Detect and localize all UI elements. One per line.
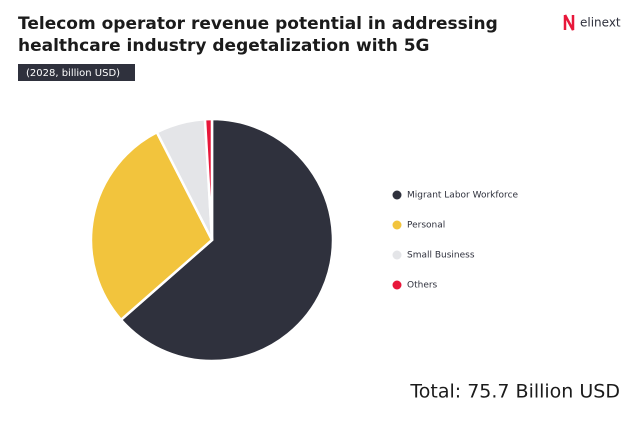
legend-marker — [392, 250, 402, 260]
pie-slice — [119, 117, 335, 363]
subtitle-box — [18, 64, 135, 81]
brand: elinext — [580, 16, 621, 30]
logo-icon — [563, 14, 575, 31]
total-annotation: Total: 75.7 Billion USD — [409, 381, 620, 403]
pie-slice — [89, 130, 214, 322]
legend-label: Small Business — [407, 251, 475, 261]
legend-label: Migrant Labor Workforce — [407, 191, 519, 201]
pie-slice — [203, 117, 214, 241]
legend-label: Personal — [407, 221, 445, 231]
legend-marker — [392, 280, 402, 290]
chart-title: Telecom operator revenue potential in ad… — [18, 14, 498, 34]
legend-marker — [392, 220, 402, 230]
legend-label: Others — [407, 281, 438, 291]
legend-marker — [392, 190, 402, 200]
chart-title: healthcare industry degetalization with … — [18, 36, 430, 56]
subtitle: (2028, billion USD) — [26, 68, 120, 79]
